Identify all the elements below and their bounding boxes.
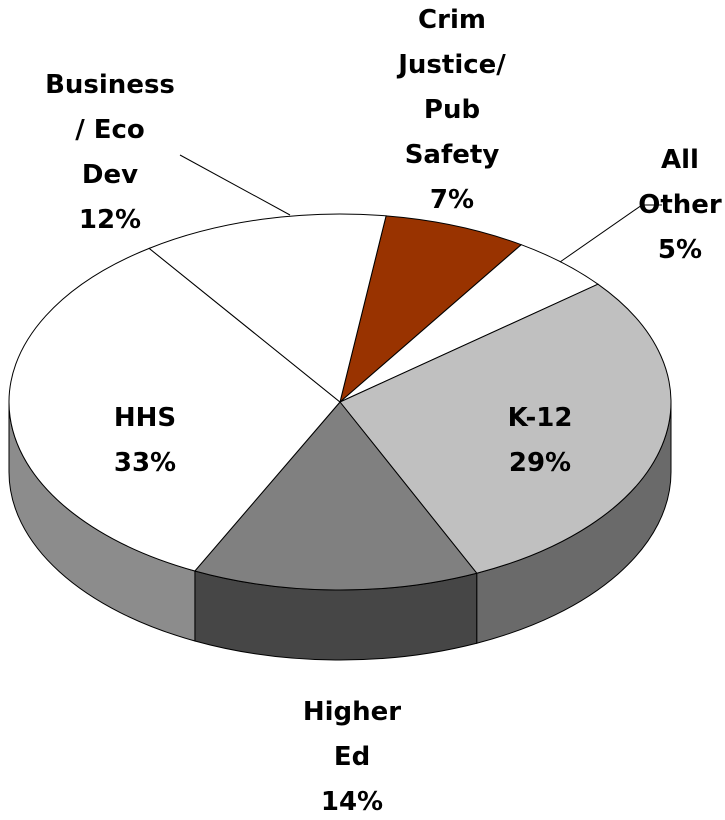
value-label: 14% — [320, 787, 384, 817]
category-label: Higher Ed — [302, 697, 402, 772]
leader-line — [179, 154, 291, 216]
value-label: 29% — [508, 448, 572, 478]
category-label: HHS — [113, 403, 177, 433]
category-label: Crim Justice/ Pub Safety — [398, 5, 506, 170]
value-label: 5% — [657, 235, 703, 265]
value-label: 33% — [113, 448, 177, 478]
slice — [148, 213, 387, 403]
leader-line — [559, 204, 662, 263]
slice-label: All Other 5% — [638, 138, 722, 273]
value-label: 12% — [78, 205, 142, 235]
slice-label: K-12 29% — [508, 396, 573, 486]
pie — [8, 213, 672, 661]
slice-label: Business / Eco Dev 12% — [45, 63, 175, 243]
slice — [339, 283, 672, 574]
slice-label: HHS 33% — [114, 396, 176, 486]
slice-label: Higher Ed 14% — [303, 690, 401, 820]
value-label: 7% — [429, 185, 475, 215]
category-label: Business / Eco Dev — [45, 70, 175, 190]
slice — [339, 215, 523, 404]
slice — [194, 401, 478, 591]
slice — [8, 247, 341, 572]
category-label: K-12 — [507, 403, 573, 433]
slice-label: Crim Justice/ Pub Safety 7% — [398, 0, 506, 223]
category-label: All Other — [638, 145, 722, 220]
